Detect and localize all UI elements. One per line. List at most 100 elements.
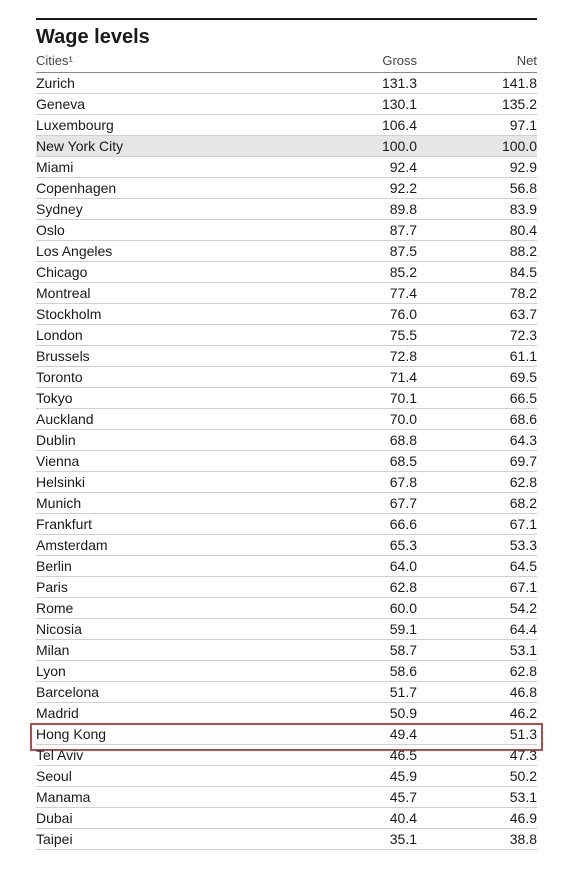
cell-gross: 58.6	[297, 663, 417, 679]
table-row: Frankfurt66.667.1	[36, 514, 537, 535]
table-row: Rome60.054.2	[36, 598, 537, 619]
cell-net: 66.5	[417, 390, 537, 406]
cell-gross: 77.4	[297, 285, 417, 301]
cell-city: Zurich	[36, 75, 297, 91]
cell-city: Amsterdam	[36, 537, 297, 553]
cell-net: 69.5	[417, 369, 537, 385]
table-title: Wage levels	[36, 18, 537, 51]
table-row: Dubai40.446.9	[36, 808, 537, 829]
table-row: Montreal77.478.2	[36, 283, 537, 304]
cell-gross: 45.9	[297, 768, 417, 784]
table-row: Stockholm76.063.7	[36, 304, 537, 325]
cell-gross: 92.2	[297, 180, 417, 196]
table-row: Luxembourg106.497.1	[36, 115, 537, 136]
cell-net: 54.2	[417, 600, 537, 616]
cell-net: 67.1	[417, 579, 537, 595]
cell-city: Luxembourg	[36, 117, 297, 133]
table-row: Zurich131.3141.8	[36, 73, 537, 94]
cell-city: Geneva	[36, 96, 297, 112]
cell-city: Sydney	[36, 201, 297, 217]
cell-city: Helsinki	[36, 474, 297, 490]
cell-net: 64.4	[417, 621, 537, 637]
cell-city: Oslo	[36, 222, 297, 238]
cell-net: 62.8	[417, 474, 537, 490]
cell-gross: 65.3	[297, 537, 417, 553]
cell-gross: 85.2	[297, 264, 417, 280]
cell-net: 88.2	[417, 243, 537, 259]
cell-city: Chicago	[36, 264, 297, 280]
table-row: Chicago85.284.5	[36, 262, 537, 283]
cell-city: Dubai	[36, 810, 297, 826]
table-row: Geneva130.1135.2	[36, 94, 537, 115]
cell-city: Auckland	[36, 411, 297, 427]
cell-net: 141.8	[417, 75, 537, 91]
cell-gross: 58.7	[297, 642, 417, 658]
cell-gross: 76.0	[297, 306, 417, 322]
cell-gross: 60.0	[297, 600, 417, 616]
table-header: Cities¹ Gross Net	[36, 51, 537, 73]
cell-city: Copenhagen	[36, 180, 297, 196]
cell-gross: 89.8	[297, 201, 417, 217]
cell-net: 97.1	[417, 117, 537, 133]
cell-net: 51.3	[417, 726, 537, 742]
cell-gross: 68.5	[297, 453, 417, 469]
cell-net: 67.1	[417, 516, 537, 532]
cell-city: Frankfurt	[36, 516, 297, 532]
cell-net: 53.3	[417, 537, 537, 553]
table-row: Hong Kong49.451.3	[36, 724, 537, 745]
cell-gross: 49.4	[297, 726, 417, 742]
cell-net: 100.0	[417, 138, 537, 154]
cell-net: 46.9	[417, 810, 537, 826]
cell-city: Rome	[36, 600, 297, 616]
cell-net: 80.4	[417, 222, 537, 238]
table-row: Taipei35.138.8	[36, 829, 537, 850]
table-row: Manama45.753.1	[36, 787, 537, 808]
cell-gross: 72.8	[297, 348, 417, 364]
cell-gross: 66.6	[297, 516, 417, 532]
cell-city: Milan	[36, 642, 297, 658]
cell-gross: 87.5	[297, 243, 417, 259]
table-row: Seoul45.950.2	[36, 766, 537, 787]
cell-city: Lyon	[36, 663, 297, 679]
table-row: Oslo87.780.4	[36, 220, 537, 241]
cell-net: 135.2	[417, 96, 537, 112]
table-row: Toronto71.469.5	[36, 367, 537, 388]
table-row: Vienna68.569.7	[36, 451, 537, 472]
table-row: Madrid50.946.2	[36, 703, 537, 724]
table-row: Nicosia59.164.4	[36, 619, 537, 640]
header-city: Cities¹	[36, 53, 297, 68]
cell-gross: 71.4	[297, 369, 417, 385]
cell-net: 83.9	[417, 201, 537, 217]
cell-city: Munich	[36, 495, 297, 511]
table-row: Berlin64.064.5	[36, 556, 537, 577]
cell-gross: 51.7	[297, 684, 417, 700]
cell-gross: 40.4	[297, 810, 417, 826]
table-row: Los Angeles87.588.2	[36, 241, 537, 262]
table-row: Paris62.867.1	[36, 577, 537, 598]
cell-net: 64.5	[417, 558, 537, 574]
cell-gross: 75.5	[297, 327, 417, 343]
cell-city: Tel Aviv	[36, 747, 297, 763]
cell-net: 46.2	[417, 705, 537, 721]
cell-city: Montreal	[36, 285, 297, 301]
cell-net: 62.8	[417, 663, 537, 679]
cell-gross: 64.0	[297, 558, 417, 574]
cell-city: Vienna	[36, 453, 297, 469]
cell-net: 61.1	[417, 348, 537, 364]
cell-net: 68.2	[417, 495, 537, 511]
cell-net: 84.5	[417, 264, 537, 280]
table-row: Barcelona51.746.8	[36, 682, 537, 703]
cell-net: 78.2	[417, 285, 537, 301]
cell-gross: 67.8	[297, 474, 417, 490]
table-row: Dublin68.864.3	[36, 430, 537, 451]
cell-city: Seoul	[36, 768, 297, 784]
cell-city: Miami	[36, 159, 297, 175]
cell-net: 53.1	[417, 642, 537, 658]
cell-gross: 87.7	[297, 222, 417, 238]
table-row: Brussels72.861.1	[36, 346, 537, 367]
cell-net: 46.8	[417, 684, 537, 700]
cell-city: Manama	[36, 789, 297, 805]
table-row: Miami92.492.9	[36, 157, 537, 178]
table-row: Tokyo70.166.5	[36, 388, 537, 409]
cell-net: 92.9	[417, 159, 537, 175]
